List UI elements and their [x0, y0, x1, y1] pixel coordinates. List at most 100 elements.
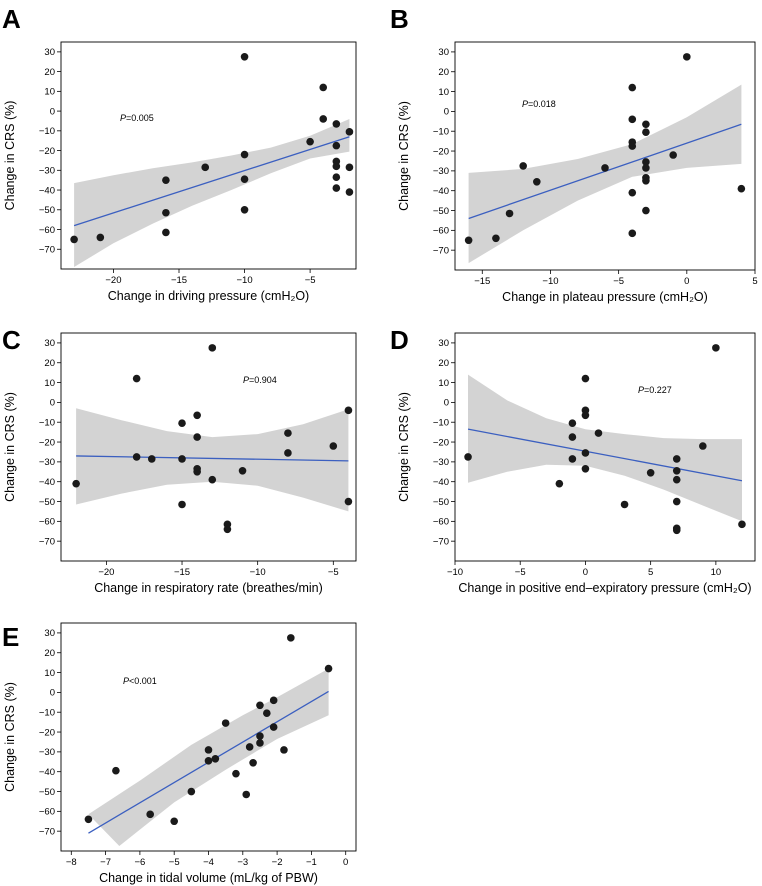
data-point	[256, 701, 264, 710]
data-point	[332, 173, 341, 182]
data-point	[249, 758, 257, 767]
confidence-band	[74, 119, 350, 267]
y-tick-label: −30	[39, 457, 55, 468]
confidence-band	[76, 408, 349, 512]
y-tick-label: 0	[444, 107, 449, 118]
y-tick-label: 10	[438, 87, 449, 98]
data-point	[601, 164, 609, 172]
y-tick-label: −10	[433, 127, 449, 138]
data-point	[464, 236, 473, 245]
data-point	[240, 150, 249, 159]
data-point	[84, 815, 93, 824]
data-point	[620, 500, 629, 509]
x-tick-label: −3	[237, 857, 248, 868]
x-axis-title: Change in positive end–expiratory pressu…	[458, 581, 751, 595]
data-point	[628, 229, 637, 238]
data-point	[332, 120, 341, 128]
data-point	[178, 419, 186, 428]
panel-a: A 30 20 10 0 −10 −20 −30 −40 −50 −60 −70 −20 −15 −10 −5…	[2, 4, 357, 303]
data-point	[642, 176, 650, 185]
x-tick-label: 0	[684, 276, 689, 287]
y-tick-label: −20	[433, 146, 449, 157]
y-tick-label: 20	[438, 67, 449, 78]
y-tick-label: −40	[433, 186, 449, 197]
data-point	[628, 188, 637, 197]
panel-letter: A	[2, 4, 21, 34]
data-point	[646, 468, 655, 477]
x-axis-title: Change in respiratory rate (breathes/min…	[94, 581, 323, 595]
data-point	[208, 475, 217, 484]
data-point	[332, 141, 341, 150]
data-point	[672, 497, 681, 506]
data-point	[245, 743, 254, 751]
x-tick-label: −5	[169, 857, 180, 868]
data-point	[170, 817, 178, 826]
data-point	[672, 455, 681, 463]
data-point	[642, 158, 650, 166]
p-value-label: P<0.001	[123, 676, 157, 686]
data-point	[332, 162, 341, 171]
data-point	[345, 128, 354, 136]
data-point	[232, 769, 240, 778]
x-tick-label: −2	[272, 857, 283, 868]
x-tick-label: 0	[583, 567, 588, 578]
x-tick-label: −4	[203, 857, 214, 868]
y-axis-title: Change in CRS (%)	[397, 392, 411, 502]
y-tick-label: 30	[438, 338, 449, 349]
y-tick-label: 10	[438, 378, 449, 389]
y-axis-title: Change in CRS (%)	[3, 101, 17, 211]
x-tick-label: 0	[343, 857, 348, 868]
data-point	[221, 719, 230, 727]
data-point	[533, 177, 541, 186]
x-tick-label: −1	[306, 857, 317, 868]
data-point	[269, 723, 278, 731]
y-tick-label: −50	[39, 787, 55, 798]
y-tick-label: −10	[433, 418, 449, 429]
y-tick-label: −40	[433, 477, 449, 488]
confidence-band	[468, 84, 742, 264]
x-tick-label: −10	[250, 567, 266, 578]
y-tick-label: −20	[39, 727, 55, 738]
data-point	[178, 500, 186, 509]
data-point	[306, 137, 314, 146]
data-point	[464, 453, 472, 461]
y-tick-label: 0	[444, 398, 449, 409]
data-point	[162, 208, 170, 217]
x-tick-label: −6	[134, 857, 145, 868]
data-point	[672, 526, 681, 535]
y-tick-label: 0	[50, 688, 55, 699]
y-axis-title: Change in CRS (%)	[3, 392, 17, 502]
plot-frame	[454, 332, 756, 562]
y-tick-label: −10	[39, 708, 55, 719]
data-point	[581, 411, 590, 420]
x-tick-label: 10	[711, 567, 722, 578]
panel-letter: E	[2, 622, 19, 652]
p-value-label: P=0.904	[243, 375, 277, 385]
data-point	[284, 449, 292, 457]
y-tick-label: −70	[39, 826, 55, 837]
data-point	[204, 756, 213, 765]
panel-letter: D	[390, 325, 409, 355]
data-point	[242, 790, 251, 799]
data-point	[223, 525, 232, 534]
y-tick-label: 30	[44, 47, 55, 58]
data-point	[345, 188, 354, 196]
y-tick-label: −60	[433, 517, 449, 528]
data-point	[240, 53, 249, 61]
data-point	[319, 83, 328, 92]
data-point	[162, 176, 170, 184]
data-point	[193, 411, 201, 420]
data-point	[712, 344, 720, 352]
data-point	[642, 206, 650, 215]
data-point	[263, 709, 271, 718]
y-axis-title: Change in CRS (%)	[3, 682, 17, 792]
data-point	[132, 374, 141, 383]
y-tick-label: −10	[39, 418, 55, 429]
y-tick-label: −70	[39, 536, 55, 547]
x-tick-label: −15	[174, 567, 190, 578]
regression-line	[73, 136, 350, 227]
y-tick-label: 10	[44, 668, 55, 679]
data-point	[594, 429, 603, 437]
x-tick-label: 5	[648, 567, 653, 578]
